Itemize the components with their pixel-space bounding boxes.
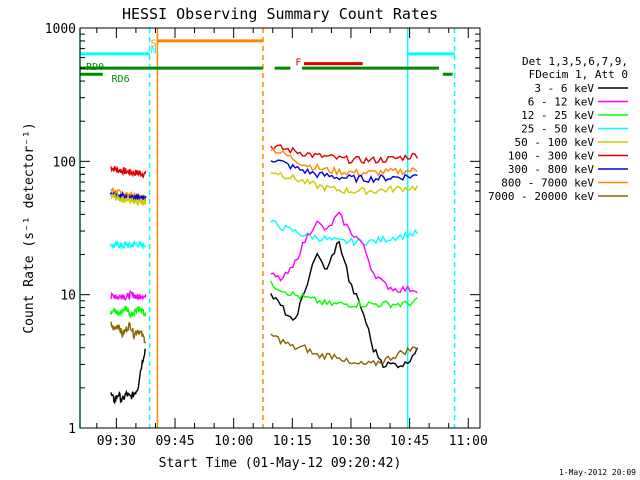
series-0-3-6-kev: [109, 348, 147, 405]
series-0-25-50-kev: [109, 239, 147, 250]
legend-entry-label: 25 - 50 keV: [521, 123, 594, 136]
legend-entry-label: 300 - 800 keV: [508, 163, 594, 176]
flag-label-rd6: RD6: [112, 74, 130, 85]
date-stamp: 1-May-2012 20:09: [559, 468, 636, 477]
series-1-6-12-kev: [270, 211, 418, 294]
legend-entry-label: 50 - 100 keV: [515, 136, 595, 149]
plot-area: SN F RD0 RD6: [79, 28, 456, 428]
x-tick-label: 09:45: [155, 434, 194, 449]
plot-frame: [79, 27, 481, 429]
series-1-25-50-kev: [270, 219, 418, 247]
flag-label-s: S: [151, 38, 157, 49]
y-tick-label: 10: [60, 289, 76, 304]
x-tick-label: 10:30: [331, 434, 370, 449]
x-tick-label: 10:15: [273, 434, 312, 449]
series-0-7000-20000-kev: [110, 321, 147, 344]
series-1-100-300-kev: [270, 144, 419, 165]
legend-entry-label: 12 - 25 keV: [521, 109, 594, 122]
legend-entry-label: 6 - 12 keV: [528, 96, 595, 109]
flag-label-f: F: [295, 58, 301, 69]
series-0-6-12-kev: [110, 289, 147, 301]
legend-header-line-2: FDecim 1, Att 0: [529, 68, 628, 81]
x-axis-label: Start Time (01-May-12 09:20:42): [159, 456, 402, 471]
series-0-50-100-kev: [110, 192, 147, 207]
legend: Det 1,3,5,6,7,9, FDecim 1, Att 0 3 - 6 k…: [488, 55, 628, 203]
x-tick-label: 10:45: [390, 434, 429, 449]
y-tick-label: 1000: [45, 22, 76, 37]
x-tick-label: 09:30: [97, 434, 136, 449]
series-0-12-25-kev: [109, 305, 147, 318]
series-1-3-6-kev: [270, 240, 419, 369]
series-1-50-100-kev: [270, 171, 419, 196]
series-1-300-800-kev: [270, 159, 418, 184]
x-tick-label: 10:00: [214, 434, 253, 449]
chart-title: HESSI Observing Summary Count Rates: [122, 5, 438, 23]
legend-entry-label: 7000 - 20000 keV: [488, 190, 594, 203]
series-1-7000-20000-kev: [270, 333, 418, 367]
y-tick-label: 100: [53, 155, 76, 170]
series-1-12-25-kev: [270, 280, 418, 309]
flag-label-n: N: [151, 45, 157, 56]
legend-entry-label: 100 - 300 keV: [508, 150, 594, 163]
legend-header-line-1: Det 1,3,5,6,7,9,: [522, 55, 628, 68]
legend-entry-label: 3 - 6 keV: [534, 82, 594, 95]
x-tick-label: 11:00: [449, 434, 488, 449]
flag-label-rd0: RD0: [86, 62, 104, 73]
legend-entry-label: 800 - 7000 keV: [501, 177, 594, 190]
y-axis-label: Count Rate (s⁻¹ detector⁻¹): [22, 122, 37, 333]
y-tick-label: 1: [68, 422, 76, 437]
series-0-100-300-kev: [110, 165, 147, 179]
series-1-800-7000-kev: [270, 147, 418, 177]
axes: 1 10 100 1000 09:30 09:45 10:00 10:15 10:30 10:45…: [45, 22, 488, 449]
